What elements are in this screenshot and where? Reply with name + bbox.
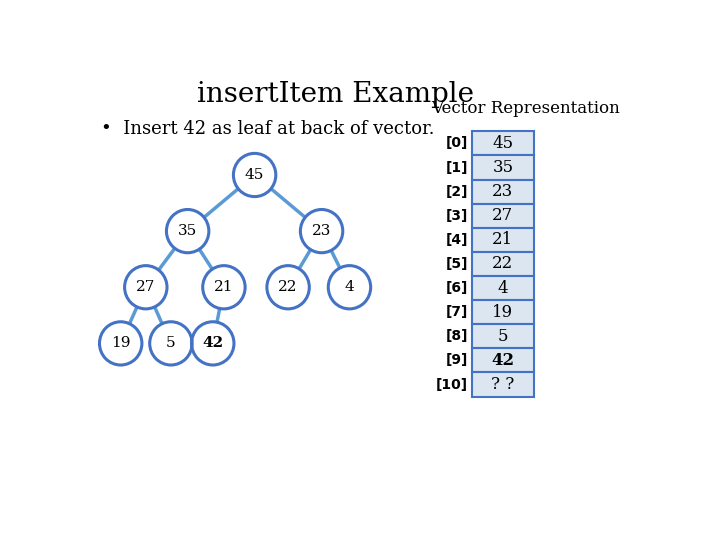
FancyBboxPatch shape bbox=[472, 300, 534, 324]
Text: [5]: [5] bbox=[445, 257, 468, 271]
Text: 19: 19 bbox=[111, 336, 130, 350]
Text: [10]: [10] bbox=[436, 377, 468, 392]
Text: [1]: [1] bbox=[445, 160, 468, 174]
Text: 42: 42 bbox=[491, 352, 515, 369]
FancyBboxPatch shape bbox=[472, 131, 534, 156]
Text: 23: 23 bbox=[312, 224, 331, 238]
Ellipse shape bbox=[166, 210, 209, 253]
Text: 5: 5 bbox=[498, 328, 508, 345]
Text: 27: 27 bbox=[136, 280, 156, 294]
Text: 4: 4 bbox=[498, 280, 508, 296]
FancyBboxPatch shape bbox=[472, 252, 534, 276]
Text: [3]: [3] bbox=[446, 209, 468, 222]
FancyBboxPatch shape bbox=[472, 348, 534, 373]
Ellipse shape bbox=[99, 322, 142, 365]
Text: 45: 45 bbox=[245, 168, 264, 182]
FancyBboxPatch shape bbox=[472, 156, 534, 180]
FancyBboxPatch shape bbox=[472, 276, 534, 300]
Ellipse shape bbox=[203, 266, 245, 309]
Text: 27: 27 bbox=[492, 207, 513, 224]
FancyBboxPatch shape bbox=[472, 324, 534, 348]
Text: insertItem Example: insertItem Example bbox=[197, 82, 474, 109]
FancyBboxPatch shape bbox=[472, 204, 534, 228]
Text: 42: 42 bbox=[202, 336, 223, 350]
Text: 5: 5 bbox=[166, 336, 176, 350]
Text: •  Insert 42 as leaf at back of vector.: • Insert 42 as leaf at back of vector. bbox=[101, 120, 435, 138]
FancyBboxPatch shape bbox=[472, 373, 534, 396]
Text: [0]: [0] bbox=[446, 137, 468, 150]
Text: [6]: [6] bbox=[446, 281, 468, 295]
Text: [2]: [2] bbox=[445, 185, 468, 199]
Text: 21: 21 bbox=[492, 231, 513, 248]
Text: [4]: [4] bbox=[445, 233, 468, 247]
Text: 21: 21 bbox=[214, 280, 234, 294]
FancyBboxPatch shape bbox=[472, 228, 534, 252]
Text: ? ?: ? ? bbox=[491, 376, 515, 393]
Text: 22: 22 bbox=[492, 255, 513, 273]
Text: 45: 45 bbox=[492, 135, 513, 152]
Text: Vector Representation: Vector Representation bbox=[431, 100, 620, 117]
FancyBboxPatch shape bbox=[472, 180, 534, 204]
Text: 22: 22 bbox=[279, 280, 298, 294]
Text: [7]: [7] bbox=[446, 305, 468, 319]
Text: 19: 19 bbox=[492, 303, 513, 321]
Text: 35: 35 bbox=[492, 159, 513, 176]
Text: 35: 35 bbox=[178, 224, 197, 238]
Ellipse shape bbox=[328, 266, 371, 309]
Ellipse shape bbox=[267, 266, 310, 309]
Ellipse shape bbox=[192, 322, 234, 365]
Text: 23: 23 bbox=[492, 183, 513, 200]
Text: [9]: [9] bbox=[446, 354, 468, 367]
Ellipse shape bbox=[125, 266, 167, 309]
Text: 4: 4 bbox=[345, 280, 354, 294]
Ellipse shape bbox=[300, 210, 343, 253]
Ellipse shape bbox=[233, 153, 276, 197]
Ellipse shape bbox=[150, 322, 192, 365]
Text: [8]: [8] bbox=[445, 329, 468, 343]
